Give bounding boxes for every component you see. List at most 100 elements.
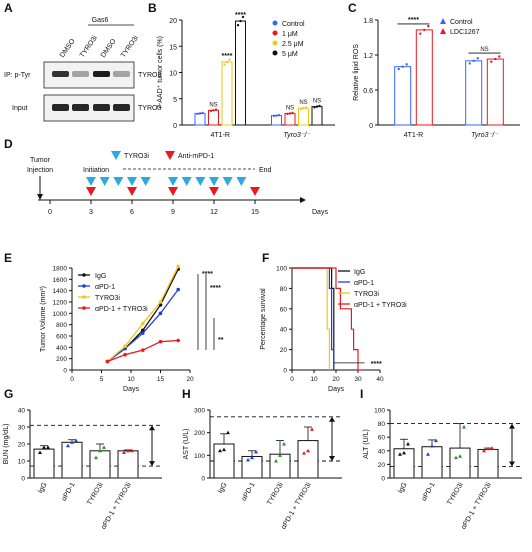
series-line <box>107 268 179 363</box>
antipd1-dose-marker <box>86 187 96 196</box>
y-tick-label: 30 <box>18 425 26 432</box>
sig-label: NS <box>313 99 321 105</box>
data-point <box>214 108 218 111</box>
legend-marker <box>272 40 278 46</box>
group-label: 4T1-R <box>211 132 230 139</box>
legend-label: Control <box>282 21 305 28</box>
data-point <box>241 15 245 19</box>
data-point <box>42 445 46 449</box>
data-point <box>275 114 278 117</box>
y-tick-label: 100 <box>374 408 385 415</box>
blot-row-ptyr <box>43 61 135 89</box>
blot-band <box>52 71 69 77</box>
sig-label: **** <box>371 361 382 368</box>
data-point <box>282 442 286 446</box>
bar <box>394 66 412 126</box>
x-tick-label: TYRO3i <box>446 481 465 506</box>
data-point <box>454 455 458 460</box>
data-point <box>70 440 74 444</box>
survival-curve <box>292 267 330 370</box>
timeline-tick-label: 9 <box>171 209 175 216</box>
data-point <box>472 59 475 63</box>
x-tick-label: αPD-1 + TYRO3i <box>460 481 493 531</box>
tyro3i-dose-marker <box>209 177 219 186</box>
panel-letter-f: F <box>262 251 269 265</box>
legend-label: αPD-1 <box>354 280 374 287</box>
y-tick-label: 20 <box>280 347 288 354</box>
data-point <box>291 111 294 115</box>
data-point <box>246 457 250 462</box>
data-point <box>176 338 180 343</box>
group-label: Tyro3⁻/⁻ <box>283 132 311 139</box>
bar <box>208 109 219 126</box>
y-tick-label: 60 <box>378 435 386 442</box>
tyro3i-dose-marker <box>113 177 124 186</box>
bar <box>235 20 246 126</box>
legend-label: 1 μM <box>282 31 298 38</box>
data-point <box>277 113 281 117</box>
data-point <box>141 348 145 352</box>
data-point <box>315 105 319 108</box>
x-tick-label: 30 <box>354 376 362 383</box>
y-tick-label: 40 <box>280 327 288 334</box>
data-point <box>105 359 110 364</box>
blot-band <box>93 71 110 77</box>
antipd1-dose-marker <box>127 187 137 196</box>
tyro3i-dose-marker <box>140 177 151 186</box>
data-point <box>94 455 98 460</box>
data-point <box>46 445 50 449</box>
arrowhead <box>329 456 335 461</box>
data-point <box>401 65 404 68</box>
data-point <box>123 352 127 357</box>
group-label: 4T1-R <box>404 132 423 139</box>
x-tick-label: αPD-1 <box>421 481 437 502</box>
y-tick-label: 60 <box>280 306 288 313</box>
y-tick-label: 0.6 <box>363 88 373 95</box>
survival-curve <box>292 267 363 371</box>
tumor-injection-arrowhead <box>37 194 43 200</box>
data-point <box>274 459 278 463</box>
data-point <box>158 300 163 304</box>
bar <box>194 112 206 126</box>
data-point <box>226 430 230 435</box>
y-axis-label: 7-AAD⁺ tumor cells (%) <box>157 36 164 109</box>
bar <box>117 450 139 479</box>
blot-band <box>52 104 69 111</box>
sig-label: **** <box>202 271 213 278</box>
y-tick-label: 40 <box>18 408 26 415</box>
panel-letter-i: I <box>360 387 363 401</box>
data-point <box>427 24 430 28</box>
data-point <box>176 264 180 269</box>
panel-letter-d: D <box>4 137 13 151</box>
y-tick-label: 1400 <box>53 288 68 295</box>
data-point <box>222 447 226 452</box>
gas6-label: Gas6 <box>92 17 109 24</box>
data-point <box>102 445 106 449</box>
data-point <box>38 450 42 454</box>
x-tick-label: 20 <box>332 376 340 383</box>
initiation-label: Initiation <box>83 167 109 174</box>
data-point <box>212 109 215 112</box>
data-point <box>288 112 292 115</box>
panel-letter-c: C <box>348 1 357 15</box>
bar <box>477 448 499 479</box>
data-point <box>126 448 130 453</box>
blot-band <box>72 71 89 77</box>
sig-label: NS <box>286 105 294 111</box>
data-point <box>490 446 494 450</box>
data-point <box>201 111 204 115</box>
data-point <box>494 57 497 61</box>
bar <box>311 106 323 126</box>
bar <box>33 448 55 479</box>
sig-label: NS <box>209 102 217 108</box>
y-tick-label: 200 <box>56 356 67 363</box>
arrowhead <box>329 416 335 422</box>
data-point <box>176 287 180 292</box>
legend-label: Control <box>450 19 473 26</box>
data-point <box>423 28 426 32</box>
timeline-tick-label: 15 <box>251 209 259 216</box>
y-tick-label: 0 <box>369 123 373 130</box>
y-tick-label: 1.2 <box>363 53 373 60</box>
data-point <box>141 321 145 326</box>
legend-label: TYRO3i <box>354 291 379 298</box>
